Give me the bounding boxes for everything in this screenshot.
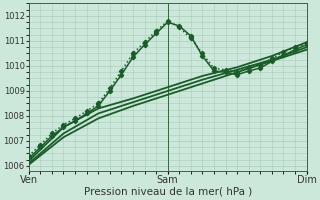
X-axis label: Pression niveau de la mer( hPa ): Pression niveau de la mer( hPa ): [84, 187, 252, 197]
